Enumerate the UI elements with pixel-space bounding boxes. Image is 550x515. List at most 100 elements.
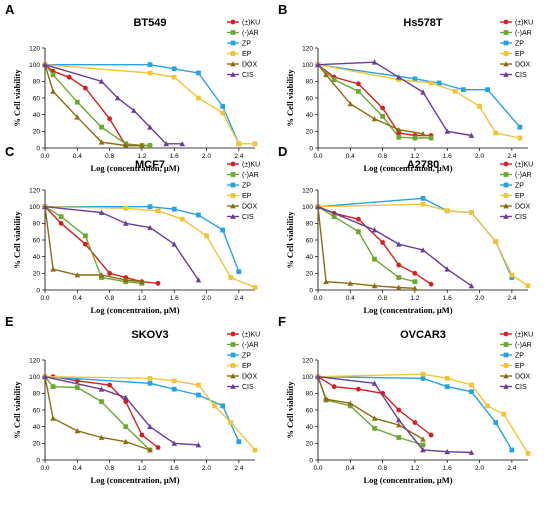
- series-line-zp: [317, 197, 513, 278]
- legend-marker: [503, 30, 509, 35]
- chart-panel-D: D A2780 0 20 40 60 80 100 120 0.0 0.4 0.8 1.2 1.6 2.0 2…: [278, 144, 533, 315]
- data-point-ku: [66, 74, 72, 80]
- panel-letter: A: [5, 2, 15, 17]
- data-point-cis: [147, 423, 153, 430]
- data-point-dox: [323, 71, 329, 78]
- data-point-ep: [444, 208, 450, 214]
- data-point-ar: [99, 124, 104, 130]
- legend-marker: [503, 342, 509, 347]
- chart-title: OVCAR3: [400, 329, 446, 341]
- data-point-dox: [347, 101, 354, 107]
- legend-marker: [230, 373, 236, 379]
- legend-marker: [230, 30, 236, 35]
- legend-label: (±)KU: [515, 19, 533, 26]
- data-point-dox: [147, 447, 153, 453]
- y-tick-label: 20: [306, 129, 314, 136]
- data-point-ep: [525, 283, 531, 289]
- data-point-ar: [74, 385, 80, 390]
- y-tick-label: 60: [33, 95, 41, 102]
- legend-marker: [503, 373, 509, 379]
- legend-label: (±)KU: [515, 161, 533, 168]
- chart-panel-F: F OVCAR3 0 20 40 60 80 100 120 0.0 0.4 0.8 1.2 1.6 2.0…: [278, 314, 533, 485]
- x-tick-label: 1.2: [410, 295, 419, 302]
- legend-marker: [503, 182, 509, 188]
- data-point-dox: [74, 114, 81, 120]
- y-tick-label: 40: [306, 112, 314, 119]
- data-point-zp: [236, 439, 242, 445]
- data-point-ar: [428, 135, 434, 141]
- data-point-ep: [469, 382, 474, 388]
- data-point-ku: [107, 382, 113, 388]
- data-point-ep: [420, 201, 426, 207]
- legend-label: DOX: [515, 61, 531, 68]
- data-point-ku: [396, 262, 402, 268]
- data-point-zp: [485, 87, 491, 93]
- data-point-cis: [444, 128, 451, 134]
- legend-label: (±)KU: [242, 331, 260, 338]
- legend-label: ZP: [242, 182, 251, 189]
- y-axis-label: % Cell viability: [12, 69, 22, 127]
- data-point-zp: [147, 62, 153, 68]
- legend-label: DOX: [242, 203, 258, 210]
- y-tick-label: 100: [302, 62, 313, 69]
- x-tick-label: 0.4: [346, 465, 355, 472]
- legend-label: (±)KU: [242, 19, 260, 26]
- data-point-ar: [50, 72, 56, 78]
- y-tick-label: 0: [309, 457, 313, 464]
- data-point-zp: [171, 386, 177, 392]
- data-point-dox: [122, 142, 129, 148]
- data-point-ep: [228, 420, 234, 425]
- legend-marker: [503, 193, 509, 198]
- data-point-cis: [420, 89, 426, 95]
- data-point-ku: [155, 445, 161, 450]
- data-point-cis: [468, 449, 475, 455]
- data-point-dox: [122, 438, 129, 445]
- x-tick-label: 2.4: [507, 153, 516, 160]
- data-point-ep: [501, 411, 507, 417]
- legend-marker: [230, 203, 236, 209]
- legend-label: ZP: [515, 182, 524, 189]
- data-point-cis: [315, 373, 321, 380]
- x-axis-label: Log (concentration, μM): [363, 163, 452, 173]
- legend-label: EP: [242, 51, 252, 58]
- data-point-ar: [372, 425, 377, 431]
- legend-marker: [503, 383, 509, 389]
- x-tick-label: 0.8: [378, 465, 387, 472]
- legend-label: (-)AR: [242, 172, 259, 179]
- data-point-cis: [114, 95, 121, 101]
- data-point-ar: [355, 229, 361, 235]
- legend-label: EP: [515, 51, 525, 58]
- data-point-ar: [99, 275, 104, 280]
- series-line-zp: [45, 63, 240, 145]
- legend-marker: [503, 203, 509, 209]
- y-tick-label: 120: [29, 357, 40, 364]
- data-point-zp: [420, 195, 426, 201]
- data-point-cis: [315, 61, 321, 68]
- data-point-cis: [315, 203, 321, 210]
- data-point-ep: [171, 378, 177, 384]
- y-tick-label: 80: [306, 79, 314, 86]
- series-line-dox: [317, 376, 424, 440]
- data-point-ep: [252, 141, 258, 147]
- y-axis-label: % Cell viability: [12, 381, 22, 439]
- data-point-ep: [212, 403, 218, 409]
- legend-label: DOX: [242, 373, 258, 380]
- data-point-cis: [131, 107, 137, 113]
- data-point-cis: [163, 141, 169, 147]
- series-line-cis: [44, 205, 200, 281]
- data-point-ku: [82, 241, 88, 247]
- series-line-zp: [44, 375, 240, 442]
- y-tick-label: 20: [306, 441, 314, 448]
- data-point-dox: [74, 428, 81, 434]
- y-tick-label: 120: [29, 187, 40, 194]
- y-tick-label: 40: [306, 424, 314, 431]
- data-point-ar: [99, 399, 104, 405]
- x-tick-label: 2.0: [475, 465, 484, 472]
- series-line-zp: [45, 205, 240, 272]
- x-tick-label: 0.4: [346, 153, 355, 160]
- x-tick-label: 2.0: [475, 153, 484, 160]
- data-point-zp: [420, 375, 426, 381]
- x-tick-label: 1.6: [170, 465, 179, 472]
- legend-marker: [230, 40, 236, 46]
- y-tick-label: 40: [33, 112, 41, 119]
